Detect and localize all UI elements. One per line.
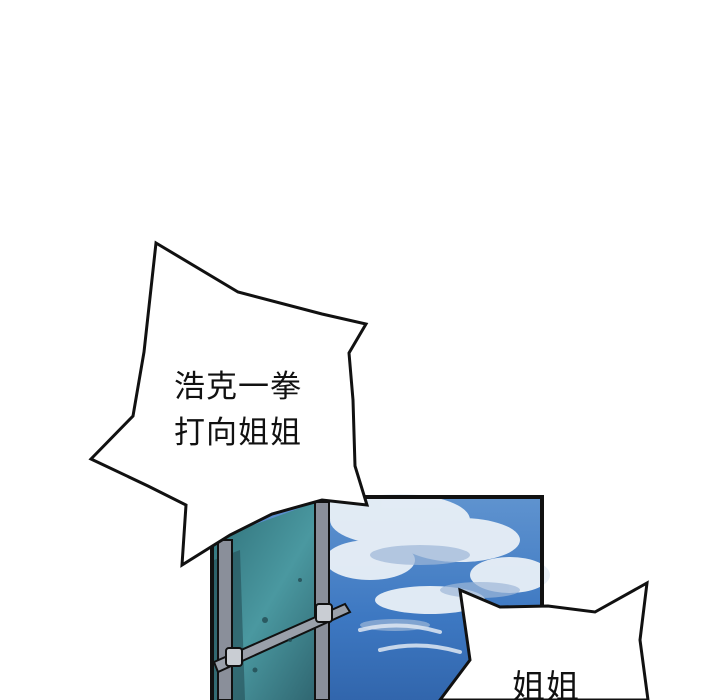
main-bubble-line-2: 打向姐姐 bbox=[174, 415, 302, 451]
pipe-clamps bbox=[225, 603, 333, 667]
main-bubble-line-1: 浩克一拳 bbox=[174, 369, 302, 405]
glass-spots bbox=[252, 578, 302, 673]
main-speech-bubble bbox=[88, 240, 370, 568]
glass-window bbox=[212, 500, 352, 700]
clouds bbox=[320, 494, 550, 614]
wispy-clouds bbox=[358, 623, 462, 654]
secondary-bubble-text: 姐姐 bbox=[512, 667, 580, 700]
main-bubble-text: 浩克一拳 打向姐姐 bbox=[150, 364, 326, 456]
secondary-speech-bubble bbox=[438, 580, 650, 700]
